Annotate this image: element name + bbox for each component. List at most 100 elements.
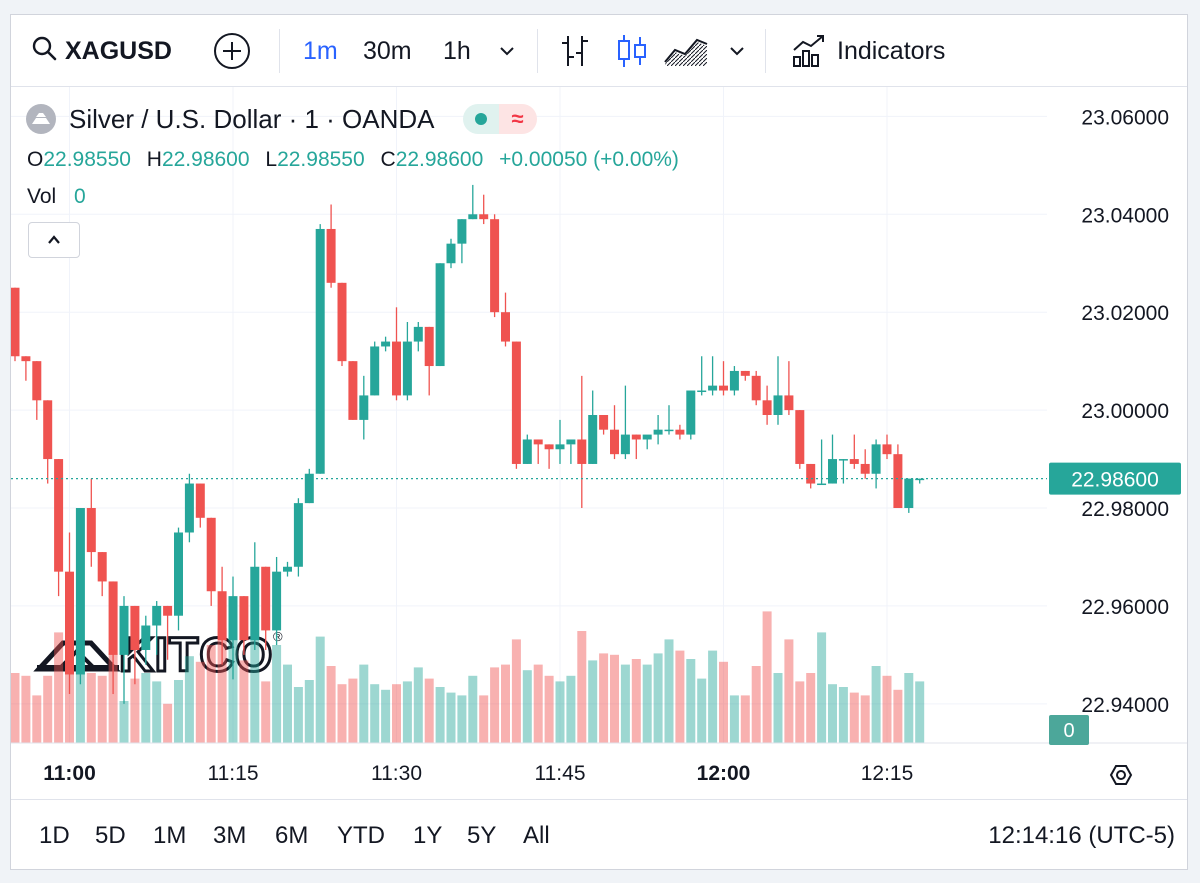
- volume-bar: [283, 664, 292, 743]
- volume-bar: [337, 684, 347, 743]
- candle-body: [588, 415, 598, 464]
- candles: [11, 184, 925, 704]
- candle-body: [206, 517, 216, 592]
- candle-body: [435, 263, 445, 367]
- watermark-registered-mark: ®: [273, 629, 283, 644]
- silver-symbol-icon: [26, 104, 56, 134]
- price-tick-label: 22.96000: [1081, 596, 1169, 619]
- candle-body: [392, 341, 401, 396]
- candle-body: [533, 439, 543, 445]
- market-status-badge[interactable]: ≈: [462, 104, 537, 134]
- volume-bar: [686, 659, 696, 743]
- volume-bar: [838, 687, 848, 743]
- chart-style-menu-button[interactable]: [727, 15, 747, 87]
- candle-body: [293, 503, 303, 567]
- range-button[interactable]: 1M: [153, 800, 186, 869]
- candle-body: [446, 243, 456, 264]
- indicators-button[interactable]: Indicators: [791, 15, 945, 87]
- volume-bar: [304, 680, 314, 743]
- volume-bar: [228, 632, 238, 743]
- axis-settings-button[interactable]: [1109, 765, 1133, 785]
- symbol-label: XAGUSD: [65, 36, 172, 65]
- candle-body: [174, 532, 183, 616]
- interval-1h[interactable]: 1h: [443, 15, 471, 87]
- low-label: L: [265, 148, 278, 171]
- area-style-button[interactable]: [663, 15, 709, 87]
- candle-body: [849, 459, 859, 464]
- range-button[interactable]: 5D: [95, 800, 126, 869]
- volume-bar: [97, 675, 107, 743]
- volume-bar: [795, 681, 805, 743]
- candle-body: [697, 390, 707, 393]
- candle-body: [784, 395, 794, 411]
- volume-bar: [130, 678, 140, 743]
- range-button[interactable]: 5Y: [467, 800, 496, 869]
- candle-body: [675, 429, 685, 435]
- volume-bar: [141, 673, 151, 743]
- volume-bar: [719, 661, 728, 743]
- price-chart[interactable]: KITCO ® 23.0600023.0400023.0200023.00000…: [11, 87, 1188, 799]
- volume-bar: [174, 680, 183, 743]
- range-button[interactable]: All: [523, 800, 550, 869]
- candle-body: [326, 228, 336, 283]
- range-button[interactable]: 1Y: [413, 800, 442, 869]
- range-button[interactable]: 1D: [39, 800, 70, 869]
- interval-menu-button[interactable]: [497, 15, 517, 87]
- volume-bar: [413, 667, 423, 743]
- range-button[interactable]: 3M: [213, 800, 246, 869]
- candle-body: [599, 415, 609, 430]
- candle-style-button[interactable]: [615, 15, 649, 87]
- candle-body: [304, 473, 314, 504]
- add-symbol-icon: [214, 33, 250, 69]
- volume-bar: [348, 678, 358, 743]
- bar-style-button[interactable]: [559, 15, 591, 87]
- volume-bar: [664, 639, 674, 743]
- time-tick-label: 11:30: [371, 762, 422, 785]
- legend-collapse-button[interactable]: [28, 222, 80, 258]
- clock[interactable]: 12:14:16 (UTC-5): [988, 800, 1175, 869]
- volume-bar: [860, 695, 870, 743]
- interval-30m[interactable]: 30m: [363, 15, 412, 87]
- chart-grid: [11, 87, 1047, 743]
- volume-bar: [65, 650, 74, 743]
- candle-body: [610, 429, 619, 455]
- range-button[interactable]: YTD: [337, 800, 385, 869]
- low-value: 22.98550: [277, 148, 365, 171]
- candle-body: [904, 478, 914, 509]
- range-button[interactable]: 6M: [275, 800, 308, 869]
- last-price-label: 22.98600: [1071, 469, 1159, 492]
- volume-bar: [152, 681, 162, 743]
- volume-bar: [817, 632, 827, 743]
- symbol-search[interactable]: XAGUSD: [31, 15, 172, 87]
- volume-bar: [43, 675, 53, 743]
- legend-title: Silver / U.S. Dollar · 1 · OANDA: [69, 103, 435, 134]
- volume-bar: [915, 681, 925, 743]
- candle-body: [555, 444, 565, 450]
- ohlc-row: O22.98550 H22.98600 L22.98550 C22.98600 …: [27, 148, 679, 172]
- candle-body: [337, 282, 347, 362]
- volume-bar: [849, 692, 859, 743]
- toolbar-separator: [537, 29, 538, 73]
- delayed-data-icon: ≈: [498, 104, 537, 134]
- price-axis: 23.06000 23.04000 23.02000 23.00000 22.98000…: [1081, 106, 1169, 716]
- volume-bar: [871, 666, 881, 743]
- open-label: O: [27, 148, 44, 171]
- price-tick-label: 22.98000: [1081, 498, 1169, 521]
- candle-body: [740, 370, 750, 376]
- price-tick-label: 23.02000: [1081, 302, 1169, 325]
- market-open-dot-icon: [474, 113, 487, 125]
- volume-bar: [773, 673, 783, 743]
- volume-bar: [381, 689, 391, 743]
- candle-body: [239, 596, 249, 641]
- volume-bar: [86, 673, 96, 743]
- add-symbol-button[interactable]: [213, 15, 251, 87]
- volume-bar: [392, 684, 401, 743]
- candle-body: [261, 566, 271, 631]
- candle-body: [195, 483, 205, 518]
- candle-body: [893, 454, 903, 509]
- volume-bar: [501, 664, 510, 743]
- high-value: 22.98600: [161, 148, 250, 171]
- candle-body: [457, 219, 467, 244]
- chevron-down-icon: [730, 47, 744, 56]
- interval-1m[interactable]: 1m: [303, 15, 338, 87]
